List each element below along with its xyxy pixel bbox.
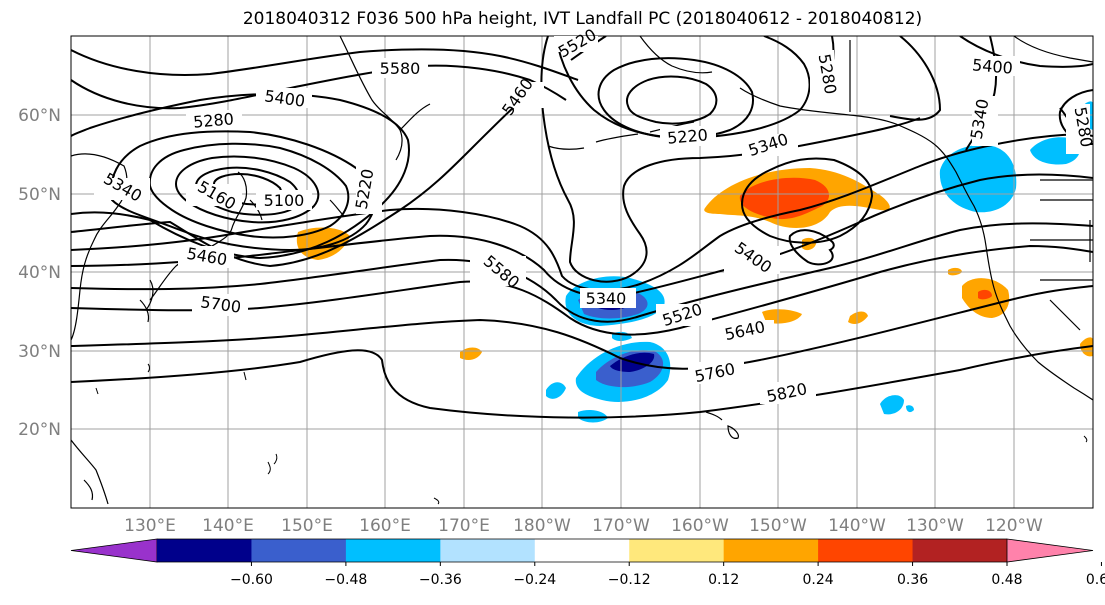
colorbar-tick-label: −0.48 (324, 572, 367, 588)
lon-label: 130°E (124, 516, 176, 536)
colorbar-extend-high (1006, 538, 1094, 563)
colorbar-tick-label: −0.24 (513, 572, 556, 588)
shade-bc-negative (939, 145, 1017, 213)
colorbar-tick-label: −0.36 (419, 572, 462, 588)
lon-label: 150°W (749, 516, 807, 536)
lon-label: 180°W (513, 516, 571, 536)
contour-label: 5580 (380, 59, 421, 78)
lon-label: 160°E (359, 516, 411, 536)
lat-label: 60°N (18, 106, 61, 126)
colorbar-tick-label: −0.60 (230, 572, 273, 588)
lat-label: 40°N (18, 263, 61, 283)
lon-label: 170°E (438, 516, 490, 536)
contour-label: 5340 (586, 289, 627, 308)
lon-label: 120°W (985, 516, 1043, 536)
lon-label: 130°W (906, 516, 964, 536)
contour-label: 5400 (971, 55, 1013, 77)
coastlines (71, 36, 1093, 505)
lat-label: 50°N (18, 185, 61, 205)
contour-label: 5280 (192, 109, 234, 131)
colorbar-tick-label: 0.60 (1086, 572, 1105, 588)
lon-label: 170°W (592, 516, 650, 536)
colorbar-outline (157, 538, 1007, 563)
colorbar-bin (912, 539, 1008, 562)
lon-label: 160°W (671, 516, 729, 536)
colorbar-bin (345, 539, 441, 562)
lat-label: 30°N (18, 342, 61, 362)
colorbar-tick-label: 0.48 (991, 572, 1022, 588)
lon-label: 150°E (281, 516, 333, 536)
colorbar-tick-label: 0.12 (708, 572, 739, 588)
colorbar: −0.60 −0.48 −0.36 −0.24 −0.12 0.12 0.24 0.36 0.4… (70, 538, 1105, 588)
contour-label: 5100 (264, 191, 305, 210)
colorbar-tick-label: 0.36 (897, 572, 928, 588)
lon-labels: 130°E 140°E 150°E 160°E 170°E 180°W 170°… (124, 516, 1043, 536)
colorbar-tick-label: −0.12 (608, 572, 651, 588)
islands (95, 363, 1088, 505)
colorbar-bin (440, 539, 536, 562)
lon-label: 140°E (202, 516, 254, 536)
colorbar-bin (723, 539, 819, 562)
colorbar-bin (157, 539, 252, 562)
colorbar-bin (251, 539, 347, 562)
colorbar-bin (629, 539, 725, 562)
colorbar-tick-label: 0.24 (803, 572, 834, 588)
lat-label: 20°N (18, 420, 61, 440)
contour-label: 5220 (666, 125, 708, 147)
colorbar-extend-low (70, 538, 158, 563)
lat-labels: 60°N 50°N 40°N 30°N 20°N (18, 106, 61, 440)
lon-label: 140°W (828, 516, 886, 536)
colorbar-bin (818, 539, 914, 562)
colorbar-bin (534, 539, 630, 562)
